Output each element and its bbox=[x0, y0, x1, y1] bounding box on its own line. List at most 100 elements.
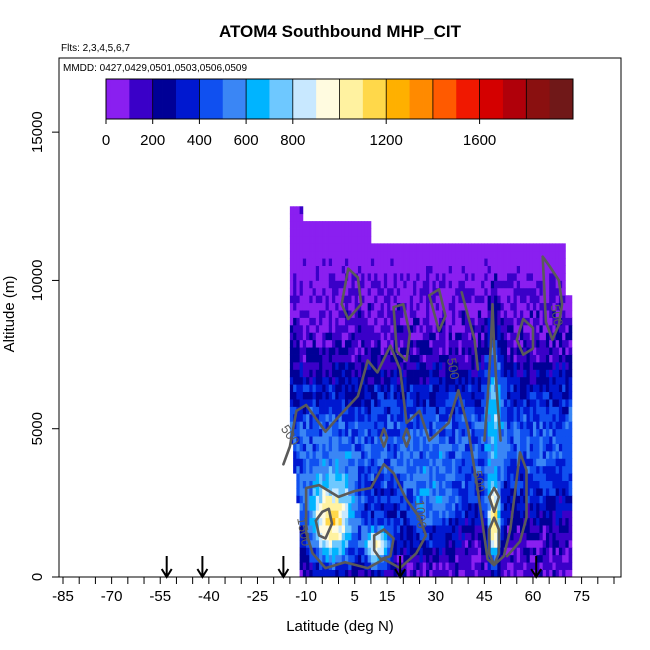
heatmap-cell bbox=[481, 532, 485, 541]
heatmap-cell bbox=[536, 280, 540, 289]
heatmap-cell bbox=[510, 273, 514, 281]
heatmap-cell bbox=[445, 406, 450, 415]
heatmap-cell bbox=[445, 473, 450, 482]
heatmap-cell bbox=[374, 517, 378, 526]
heatmap-cell bbox=[539, 436, 544, 444]
heatmap-cell bbox=[380, 280, 385, 289]
heatmap-cell bbox=[549, 302, 553, 311]
heatmap-cell bbox=[306, 332, 310, 341]
heatmap-cell bbox=[361, 502, 365, 511]
heatmap-cell bbox=[474, 525, 479, 533]
heatmap-cell bbox=[568, 413, 573, 422]
heatmap-cell bbox=[426, 532, 430, 541]
heatmap-cell bbox=[380, 510, 385, 519]
heatmap-cell bbox=[383, 310, 388, 318]
colorbar-swatch bbox=[171, 79, 177, 119]
heatmap-cell bbox=[351, 339, 356, 348]
heatmap-cell bbox=[490, 480, 495, 489]
heatmap-cell bbox=[523, 547, 527, 556]
heatmap-cell bbox=[494, 450, 498, 459]
heatmap-cell bbox=[438, 488, 443, 496]
heatmap-cell bbox=[400, 347, 404, 355]
heatmap-cell bbox=[322, 317, 326, 326]
contour-label: 500 bbox=[444, 357, 463, 381]
heatmap-cell bbox=[299, 428, 304, 437]
heatmap-cell bbox=[416, 369, 420, 378]
heatmap-cell bbox=[455, 539, 459, 548]
heatmap-cell bbox=[435, 525, 440, 533]
heatmap-cell bbox=[468, 554, 472, 563]
heatmap-cell bbox=[364, 317, 369, 326]
heatmap-cell bbox=[370, 354, 375, 363]
heatmap-cell bbox=[322, 421, 326, 430]
heatmap-cell bbox=[539, 295, 544, 304]
heatmap-cell bbox=[545, 473, 550, 482]
heatmap-cell bbox=[364, 406, 369, 415]
heatmap-cell bbox=[442, 480, 446, 489]
heatmap-cell bbox=[422, 569, 427, 577]
heatmap-cell bbox=[545, 525, 550, 533]
heatmap-cell bbox=[500, 273, 505, 281]
heatmap-cell bbox=[328, 465, 333, 474]
heatmap-cell bbox=[438, 243, 443, 252]
heatmap-cell bbox=[380, 339, 385, 348]
heatmap-cell bbox=[471, 413, 476, 422]
heatmap-cell bbox=[474, 406, 479, 415]
heatmap-cell bbox=[315, 332, 320, 341]
heatmap-cell bbox=[484, 347, 488, 355]
heatmap-cell bbox=[565, 465, 570, 474]
heatmap-cell bbox=[461, 265, 466, 274]
heatmap-cell bbox=[322, 258, 326, 266]
heatmap-cell bbox=[481, 384, 485, 393]
heatmap-cell bbox=[364, 510, 369, 519]
heatmap-cell bbox=[448, 532, 453, 541]
heatmap-cell bbox=[451, 384, 456, 393]
heatmap-cell bbox=[474, 436, 479, 444]
heatmap-cell bbox=[357, 265, 362, 274]
heatmap-cell bbox=[468, 258, 472, 266]
heatmap-cell bbox=[364, 302, 369, 311]
heatmap-cell bbox=[448, 384, 453, 393]
heatmap-cell bbox=[367, 235, 372, 244]
heatmap-cell bbox=[380, 369, 385, 378]
heatmap-cell bbox=[351, 562, 356, 570]
heatmap-cell bbox=[364, 450, 369, 459]
heatmap-cell bbox=[312, 399, 317, 407]
heatmap-cell bbox=[289, 339, 294, 348]
heatmap-cell bbox=[416, 332, 420, 341]
heatmap-cell bbox=[400, 302, 404, 311]
heatmap-cell bbox=[312, 488, 317, 496]
heatmap-cell bbox=[302, 221, 307, 229]
heatmap-cell bbox=[325, 562, 330, 570]
heatmap-cell bbox=[529, 339, 534, 348]
heatmap-cell bbox=[471, 347, 476, 355]
heatmap-cell bbox=[319, 228, 323, 237]
heatmap-cell bbox=[474, 399, 479, 407]
heatmap-cell bbox=[302, 235, 307, 244]
heatmap-cell bbox=[481, 376, 485, 385]
heatmap-cell bbox=[344, 413, 349, 422]
heatmap-cell bbox=[328, 228, 333, 237]
heatmap-cell bbox=[468, 495, 472, 504]
heatmap-cell bbox=[529, 324, 534, 333]
heatmap-cell bbox=[445, 243, 450, 252]
heatmap-cell bbox=[419, 406, 424, 415]
heatmap-cell bbox=[494, 539, 498, 548]
heatmap-cell bbox=[490, 384, 495, 393]
heatmap-cell bbox=[299, 502, 304, 511]
heatmap-cell bbox=[490, 250, 495, 259]
heatmap-cell bbox=[400, 406, 404, 415]
heatmap-cell bbox=[419, 243, 424, 252]
heatmap-cell bbox=[319, 295, 323, 304]
heatmap-cell bbox=[516, 480, 521, 489]
heatmap-cell bbox=[481, 295, 485, 304]
heatmap-cell bbox=[403, 347, 407, 355]
heatmap-cell bbox=[377, 525, 382, 533]
heatmap-cell bbox=[458, 406, 463, 415]
heatmap-cell bbox=[468, 532, 472, 541]
heatmap-cell bbox=[293, 287, 297, 296]
heatmap-cell bbox=[429, 250, 433, 259]
heatmap-cell bbox=[351, 421, 356, 430]
heatmap-cell bbox=[532, 399, 537, 407]
heatmap-cell bbox=[413, 310, 417, 318]
